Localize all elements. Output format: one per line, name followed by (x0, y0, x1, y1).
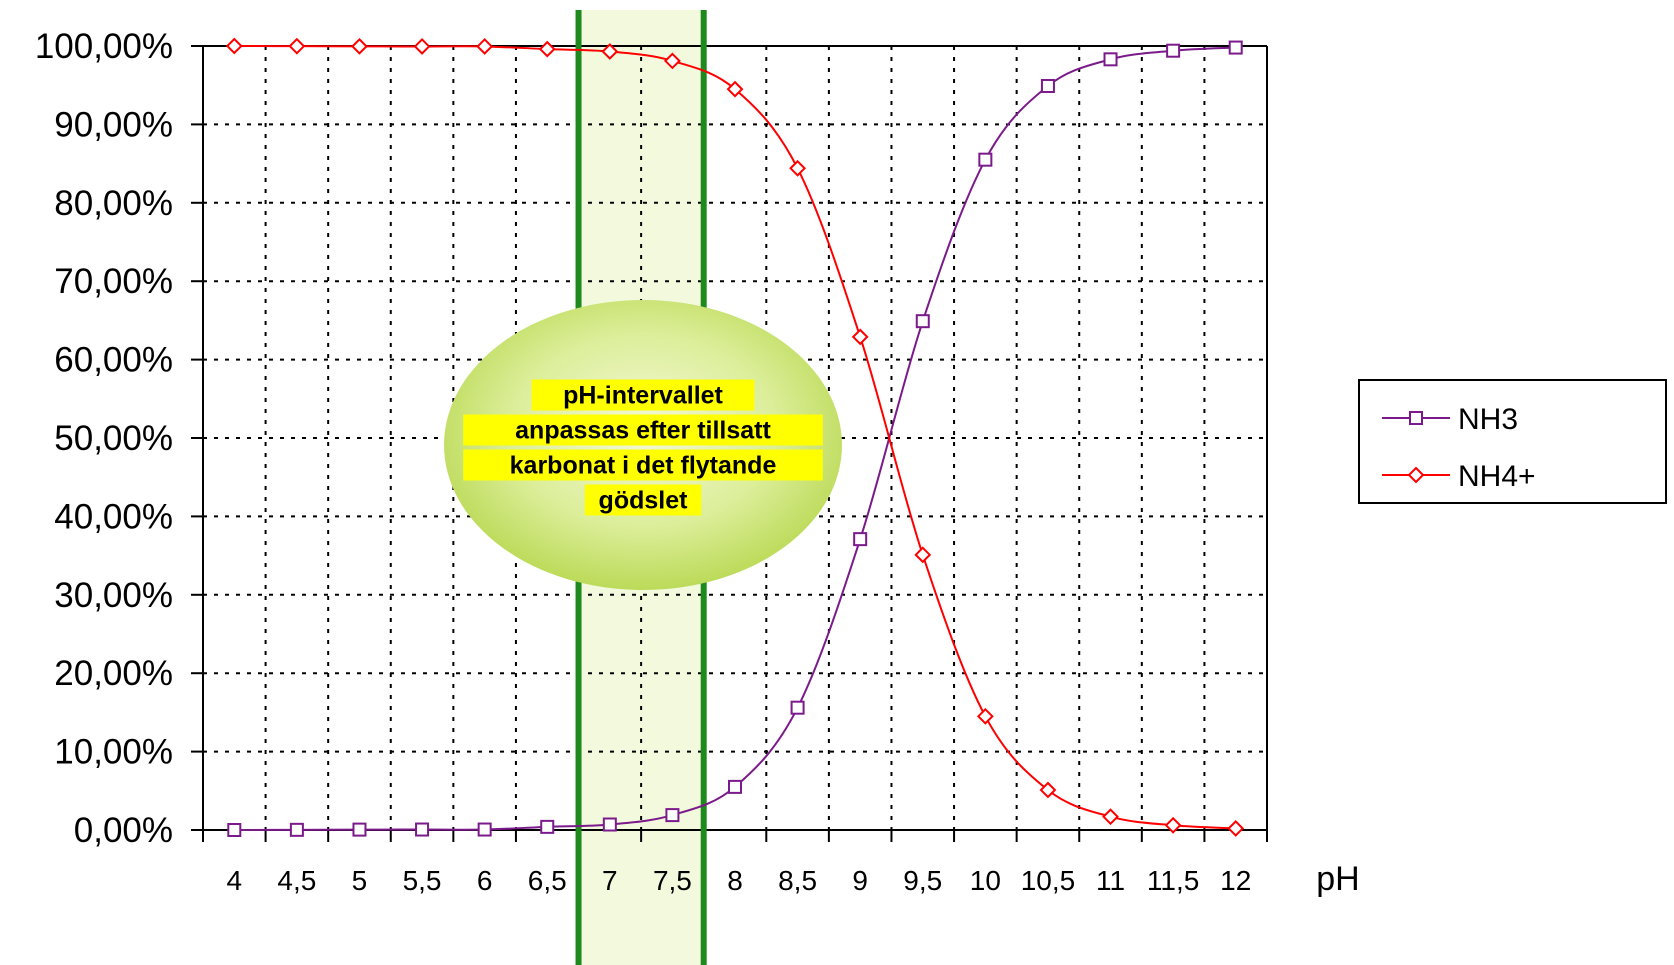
y-tick-label: 60,00% (54, 341, 173, 380)
annotation-text-line: pH-intervallet (563, 382, 723, 410)
data-point-square (1228, 40, 1243, 55)
data-point-square (728, 779, 742, 794)
annotation-text-line: anpassas efter tillsatt (515, 417, 771, 445)
annotation-highlight (463, 449, 823, 481)
x-tick-label: 8,5 (778, 865, 817, 896)
legend-label: NH4+ (1458, 460, 1536, 493)
data-point-diamond (1164, 816, 1182, 834)
x-tick-label: 5 (352, 865, 368, 896)
data-point-diamond (726, 80, 744, 98)
data-point-square (915, 314, 930, 329)
annotation-highlight (463, 414, 823, 446)
x-tick-label: 9,5 (903, 865, 942, 896)
x-tick-label: 5,5 (403, 865, 442, 896)
legend-box (1358, 379, 1667, 504)
data-point-diamond (538, 40, 556, 58)
data-point-diamond (663, 52, 681, 70)
y-tick-label: 80,00% (54, 184, 173, 223)
data-point-diamond (1039, 781, 1057, 799)
x-axis-title: pH (1316, 860, 1359, 898)
data-point-square (602, 817, 617, 832)
data-point-diamond (601, 43, 619, 60)
data-point-square (227, 823, 242, 837)
y-tick-label: 50,00% (54, 419, 173, 458)
data-point-diamond (288, 37, 306, 55)
y-tick-label: 90,00% (54, 105, 173, 144)
x-tick-label: 12 (1220, 865, 1251, 896)
data-point-square (1409, 411, 1423, 425)
data-point-diamond (914, 546, 932, 564)
data-point-diamond (1407, 466, 1425, 484)
data-point-square (352, 822, 367, 837)
data-point-diamond (1102, 808, 1119, 826)
data-point-diamond (1227, 820, 1245, 837)
data-point-square (1040, 78, 1055, 93)
data-point-diamond (851, 328, 869, 346)
x-tick-label: 4 (227, 865, 243, 896)
y-tick-label: 100,00% (35, 27, 173, 66)
data-point-square (665, 808, 680, 823)
x-tick-label: 6,5 (528, 865, 567, 896)
data-point-square (1166, 43, 1181, 58)
y-tick-label: 0,00% (74, 811, 173, 850)
legend-label: NH3 (1458, 403, 1518, 436)
data-point-diamond (789, 159, 807, 177)
data-point-square (790, 700, 805, 715)
y-tick-label: 30,00% (54, 576, 173, 615)
x-tick-label: 10,5 (1021, 865, 1076, 896)
annotation-text-line: gödslet (599, 487, 689, 515)
data-point-diamond (351, 37, 368, 55)
data-point-diamond (413, 38, 431, 55)
x-tick-label: 11,5 (1147, 865, 1199, 896)
y-tick-label: 10,00% (54, 733, 173, 772)
data-point-diamond (225, 37, 243, 55)
data-point-square (415, 822, 430, 837)
x-tick-label: 10 (970, 865, 1001, 896)
annotation-highlight (531, 379, 755, 411)
y-tick-label: 70,00% (54, 262, 173, 301)
annotation-highlight (584, 484, 702, 516)
y-tick-label: 40,00% (54, 497, 173, 536)
data-point-diamond (476, 38, 494, 55)
data-point-square (978, 152, 993, 167)
data-point-square (289, 822, 304, 837)
y-tick-label: 20,00% (54, 654, 173, 693)
data-point-diamond (976, 707, 994, 725)
data-point-square (477, 822, 492, 837)
x-tick-label: 7,5 (653, 865, 692, 896)
data-point-square (853, 532, 868, 547)
x-tick-label: 9 (852, 865, 868, 896)
x-tick-label: 11 (1096, 865, 1125, 896)
data-point-square (1103, 52, 1118, 67)
x-tick-label: 8 (727, 865, 743, 896)
annotation-text-line: karbonat i det flytande (510, 452, 777, 480)
x-tick-label: 4,5 (277, 865, 316, 896)
x-tick-label: 6 (477, 865, 493, 896)
x-tick-label: 7 (602, 865, 618, 896)
data-point-square (540, 819, 555, 834)
